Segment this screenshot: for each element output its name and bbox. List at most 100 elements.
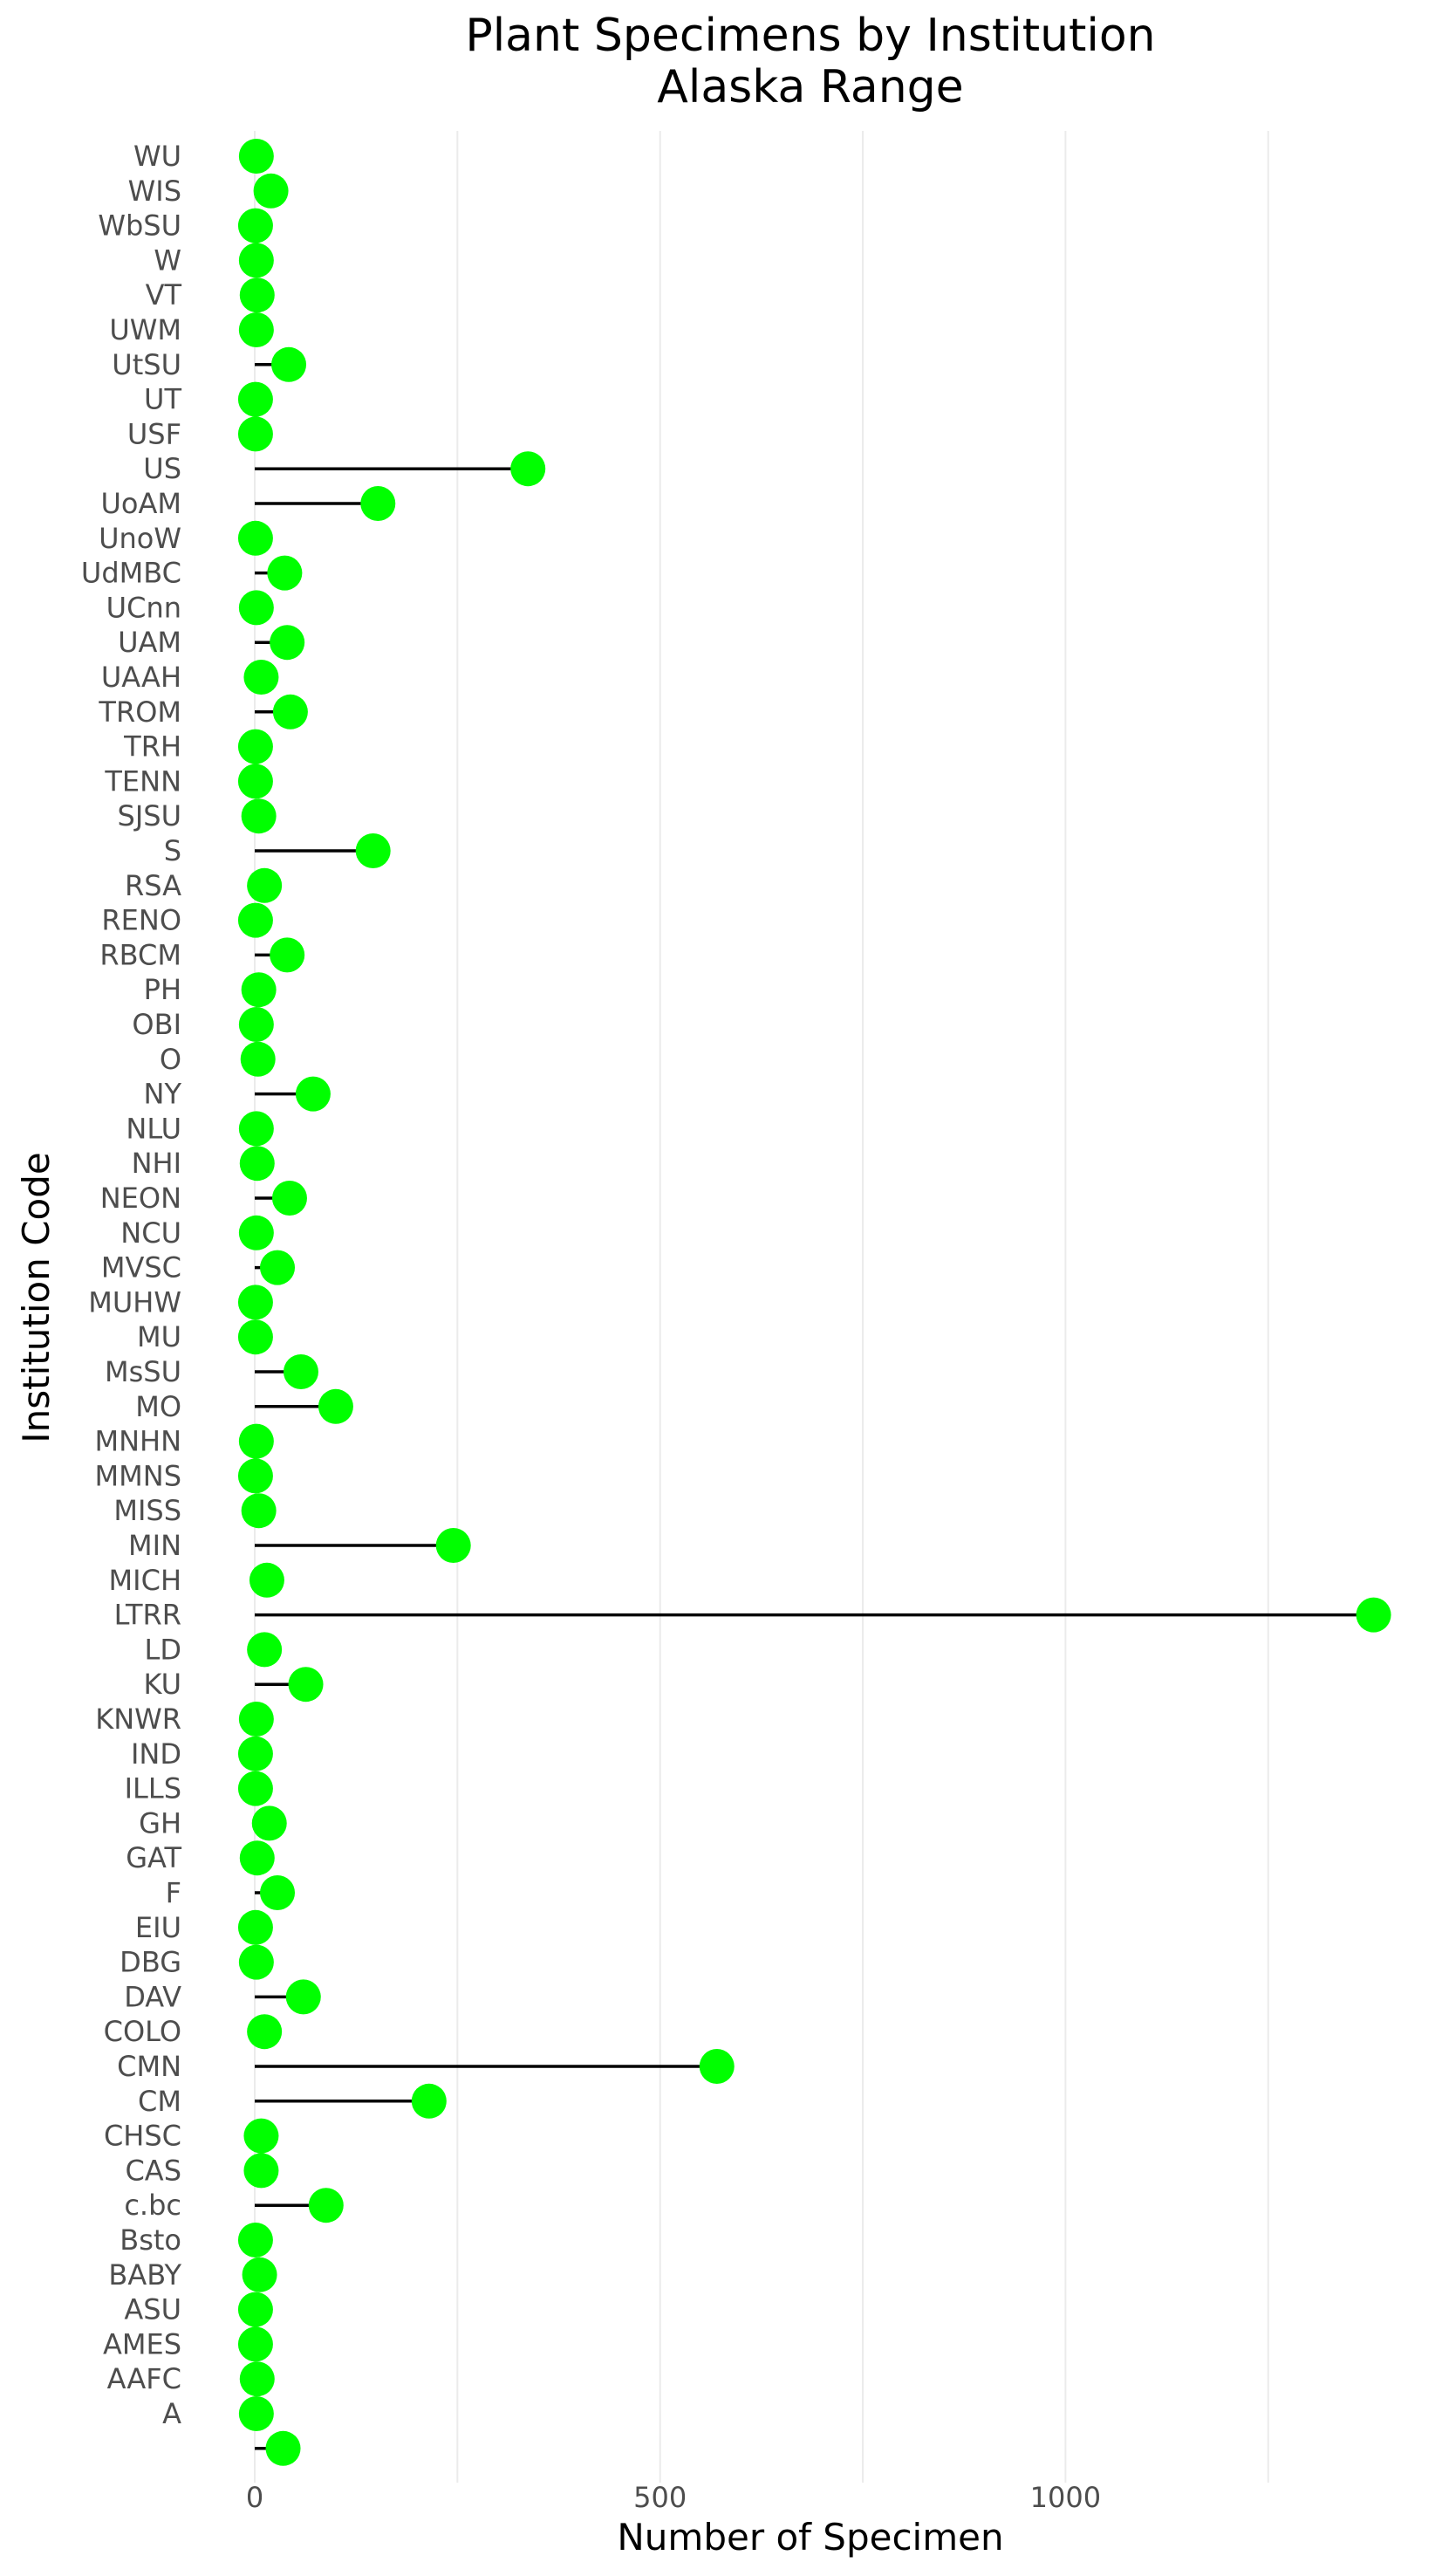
y-tick-label-reno: RENO (101, 904, 181, 937)
y-tick-label-uwm: UWM (109, 313, 181, 346)
point-mmns (237, 1458, 273, 1494)
y-tick-label-ind: IND (131, 1737, 181, 1771)
y-tick-label-wu: WU (133, 140, 181, 173)
point-knwr (238, 1702, 274, 1737)
point-o (240, 1041, 276, 1077)
y-tick-label-nhi: NHI (132, 1147, 181, 1180)
y-tick-labels: WUWISWbSUWVTUWMUtSUUTUSFUSUoAMUnoWUdMBCU… (81, 140, 182, 2430)
point-uwm (238, 312, 274, 347)
point-ills (237, 1771, 273, 1806)
y-tick-label-udmbc: UdMBC (81, 557, 181, 590)
chart-title-line-2: Alaska Range (657, 61, 963, 113)
point-asu (237, 2292, 273, 2327)
y-tick-label-sjsu: SJSU (118, 799, 181, 832)
y-tick-label-eiu: EIU (135, 1911, 181, 1944)
point-c-bc (308, 2188, 344, 2223)
point-udmbc (267, 555, 303, 591)
y-tick-label-a: A (162, 2397, 181, 2430)
x-axis-title: Number of Specimen (617, 2516, 1003, 2559)
point-ld (247, 1632, 283, 1668)
point-rbcm (270, 937, 305, 973)
point-mich (249, 1562, 284, 1598)
y-tick-label-wbsu: WbSU (98, 209, 181, 243)
y-tick-label-dbg: DBG (120, 1946, 181, 1979)
point-sjsu (241, 798, 277, 834)
y-tick-label-ucnn: UCnn (106, 591, 181, 624)
point-muhw (237, 1285, 273, 1320)
y-tick-label-knwr: KNWR (95, 1702, 181, 1736)
point-w (238, 243, 274, 278)
point-min (435, 1528, 471, 1563)
point-obi (238, 1007, 274, 1042)
y-tick-label-min: MIN (128, 1529, 181, 1562)
y-tick-label-us: US (143, 452, 181, 485)
y-tick-label-tenn: TENN (104, 764, 181, 798)
point-nhi (239, 1146, 275, 1182)
y-tick-label-baby: BABY (108, 2258, 181, 2292)
point-s (355, 833, 391, 868)
point-wu (238, 139, 274, 174)
y-tick-label-trh: TRH (123, 730, 181, 764)
y-tick-label-dav: DAV (124, 1980, 181, 2013)
y-tick-label-rbcm: RBCM (99, 938, 181, 971)
y-tick-label-gat: GAT (126, 1841, 181, 1874)
y-tick-label-o: O (160, 1043, 181, 1076)
point-ku (288, 1667, 324, 1702)
point-mo (318, 1388, 353, 1424)
point-ph (241, 972, 277, 1008)
y-tick-label-wis: WIS (128, 175, 181, 208)
point-reno (237, 902, 273, 938)
y-tick-label-f: F (166, 1876, 181, 1909)
chart-title-line-1: Plant Specimens by Institution (465, 10, 1155, 62)
point-usf (237, 416, 273, 452)
y-tick-label-neon: NEON (100, 1182, 181, 1215)
point-uam (270, 625, 305, 661)
point-f (260, 1875, 296, 1910)
point-utsu (271, 346, 307, 382)
point-mu (237, 1319, 273, 1355)
y-tick-label-unow: UnoW (99, 522, 181, 555)
y-tick-label-cm: CM (138, 2085, 181, 2118)
point-cmn (699, 2049, 735, 2084)
x-tick-label-500: 500 (633, 2481, 687, 2514)
point-chsc (243, 2118, 279, 2154)
x-tick-label-1000: 1000 (1030, 2481, 1101, 2514)
point-us (510, 451, 546, 487)
y-tick-label-ltrr: LTRR (114, 1599, 181, 1632)
x-tick-label-0: 0 (246, 2481, 263, 2514)
y-tick-label-w: W (154, 243, 181, 277)
point-ames (237, 2326, 273, 2362)
y-tick-label-chsc: CHSC (104, 2120, 181, 2153)
point-bsto (237, 2223, 273, 2257)
point-gat (239, 1840, 275, 1876)
y-tick-label-colo: COLO (104, 2015, 181, 2048)
point-uaah (243, 660, 279, 695)
y-tick-label-uam: UAM (118, 626, 181, 659)
y-tick-label-mmns: MMNS (95, 1459, 181, 1492)
point-mvsc (260, 1250, 296, 1285)
point-neon (271, 1181, 307, 1216)
y-tick-label-mich: MICH (109, 1564, 181, 1597)
point-unlabeled (265, 2430, 301, 2466)
point-aafc (239, 2361, 275, 2397)
y-tick-label-bsto: Bsto (120, 2223, 181, 2257)
point-ltrr (1356, 1597, 1391, 1633)
x-tick-labels: 0 500 1000 (246, 2481, 1101, 2514)
point-vt (239, 277, 275, 313)
y-tick-label-obi: OBI (132, 1008, 181, 1041)
y-tick-label-ph: PH (144, 973, 181, 1006)
y-tick-label-ames: AMES (103, 2327, 181, 2360)
point-wbsu (237, 208, 273, 243)
y-axis-title: Institution Code (15, 1152, 58, 1442)
y-tick-label-trom: TROM (98, 695, 181, 729)
y-tick-label-ills: ILLS (125, 1772, 181, 1805)
point-colo (247, 2014, 283, 2050)
point-ut (237, 381, 273, 417)
y-tick-label-ku: KU (143, 1668, 181, 1701)
point-uoam (360, 486, 396, 521)
point-layer (237, 139, 1391, 2466)
y-tick-label-ny: NY (144, 1078, 182, 1111)
y-tick-label-nlu: NLU (126, 1112, 181, 1145)
point-ny (295, 1076, 331, 1112)
y-tick-label-s: S (164, 834, 181, 867)
